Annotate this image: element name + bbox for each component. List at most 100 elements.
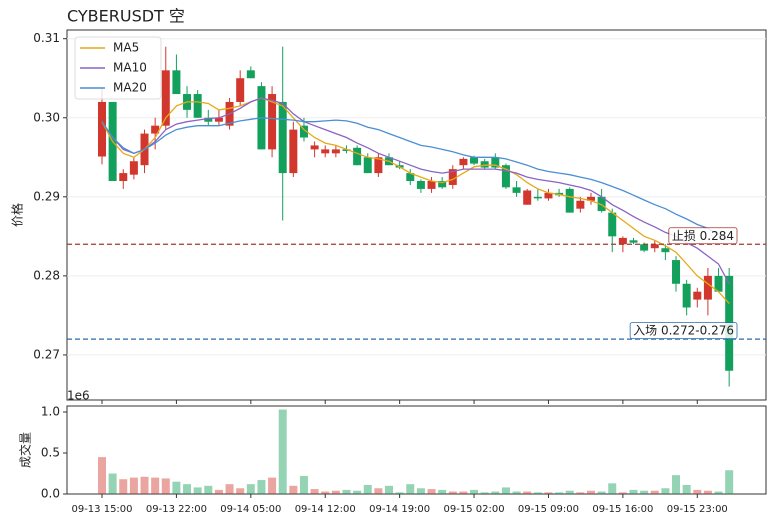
volume-bar [363,484,372,494]
candle-body [672,260,681,284]
volume-bar [193,487,202,494]
volume-bar [395,492,404,494]
volume-bar [714,491,723,494]
volume-bar [161,478,170,494]
volume-bar [140,476,149,494]
candle-body [98,101,106,157]
x-tick-label: 09-14 12:00 [295,504,356,515]
volume-bar [703,490,712,494]
volume-bar [682,484,691,494]
ma-line [101,117,730,241]
candle-body [480,161,489,168]
volume-bar [406,484,415,494]
volume-bar [310,489,319,494]
volume-bar [236,488,245,494]
legend-label: MA5 [113,41,139,55]
level-label: 入场 0.272-0.276 [633,324,734,338]
candle-body [608,212,617,237]
legend-box [74,36,162,100]
candle-body [236,78,245,102]
volume-bar [661,488,670,494]
volume-bar [299,475,308,494]
y-tick-label: 1.0 [41,404,60,418]
level-label-box [629,322,738,340]
y-tick-label: 0.28 [33,268,60,282]
volume-bar [597,491,606,494]
volume-bar [555,492,564,494]
volume-axis-label: 成交量 [18,432,33,468]
y-tick-label: 0.5 [41,445,60,459]
y-tick-label: 0.0 [41,487,60,501]
volume-bar [331,490,340,494]
volume-bar [640,490,649,494]
volume-bar [246,484,255,494]
candle-body [597,196,606,212]
candle-body [331,149,340,154]
volume-bar [151,477,160,494]
x-tick-label: 09-13 22:00 [146,504,207,515]
volume-bar [342,489,351,494]
volume-bar [629,489,638,494]
volume-bar [183,484,192,494]
candle-body [501,165,510,188]
volume-bar [119,479,128,494]
volume-bar [544,492,553,494]
volume-bar [470,489,479,494]
candle-body [703,275,712,300]
volume-bar [565,490,574,494]
volume-bar [278,409,287,494]
volume-bar [172,481,181,494]
volume-bar [214,489,223,494]
candle-body [299,125,308,138]
y-axis-label: 价格 [10,203,25,227]
candle-body [427,181,436,189]
x-tick-label: 09-14 19:00 [369,504,430,515]
volume-bar [618,492,627,494]
volume-bar [321,491,330,494]
volume-bar [257,480,266,494]
x-tick-label: 09-15 02:00 [444,504,505,515]
candle-body [618,237,627,245]
candle-body [353,147,362,166]
price-frame [66,29,767,401]
y-tick-label: 0.30 [33,110,60,124]
candle-body [576,200,585,209]
candle-body [629,240,638,243]
candle-body [416,181,425,189]
volume-bar [204,485,213,494]
volume-bar [480,492,489,494]
volume-bar [576,492,585,494]
candle-body [661,248,670,253]
candle-body [161,70,170,126]
candle-body [714,275,723,292]
volume-bar [427,489,436,494]
volume-bar [608,483,617,494]
volume-bar [268,477,277,494]
candle-body [438,181,447,188]
candle-body [310,145,319,150]
x-tick-label: 09-13 15:00 [71,504,132,515]
level-label-box [668,227,738,245]
legend-label: MA10 [113,61,147,75]
volume-bar [586,490,595,494]
candle-body [246,70,255,79]
candle-body [204,117,213,122]
volume-bar [225,484,234,494]
volume-bar [650,490,659,494]
candle-body [533,196,542,199]
candle-body [278,101,287,174]
y-tick-label: 0.31 [33,31,60,45]
volume-bar [416,488,425,494]
candle-body [640,244,649,251]
candle-body [151,125,160,134]
x-tick-label: 09-15 23:00 [667,504,728,515]
volume-bar [385,485,394,494]
volume-bar [108,473,117,494]
candle-body [406,173,415,182]
volume-bar [523,491,532,494]
candle-body [363,157,372,174]
candle-body [682,283,691,308]
legend-label: MA20 [113,81,147,95]
candle-body [523,190,532,205]
